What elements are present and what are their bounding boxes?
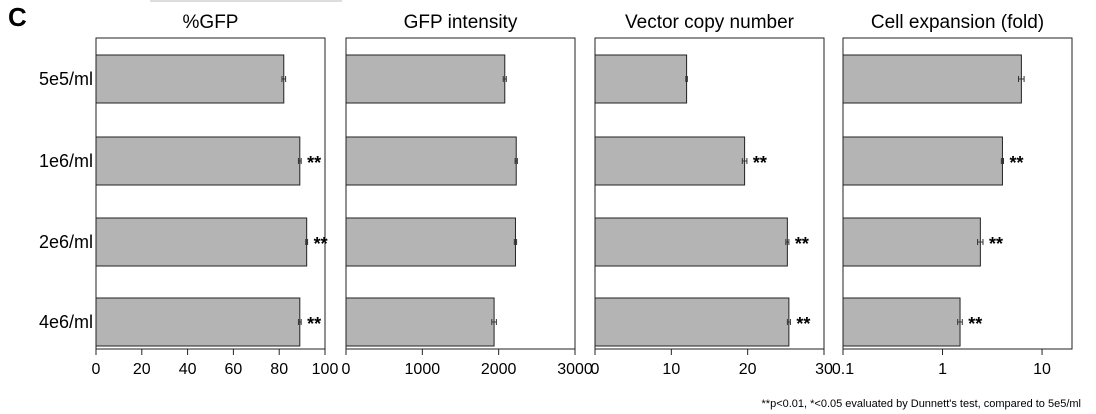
bar: [842, 297, 961, 347]
bar: [345, 297, 495, 347]
panel-label: C: [8, 2, 27, 32]
chart-title: Cell expansion (fold): [871, 12, 1044, 33]
bar: [345, 136, 517, 186]
category-label: 4e6/ml: [39, 312, 93, 332]
x-tick-label: 10: [662, 361, 680, 378]
bar: [95, 217, 308, 267]
chart-panel-3: Vector copy number ** ** ** 0 10 20 30: [591, 12, 833, 378]
x-tick-label: 1000: [405, 361, 441, 378]
x-tick-label: 40: [179, 361, 197, 378]
category-label: 5e5/ml: [39, 69, 93, 89]
significance-marker: **: [1010, 153, 1024, 173]
x-tick-label: 0: [92, 361, 101, 378]
significance-marker: **: [307, 314, 321, 334]
x-tick-label: 2000: [481, 361, 517, 378]
significance-marker: **: [753, 153, 767, 173]
bar: [842, 54, 1022, 104]
chart-panels: %GFP******0 20 40 60 80 1005e5/ml1e6/ml2e6/ml…: [39, 12, 1073, 378]
bar: [594, 217, 788, 267]
bar: [594, 54, 688, 104]
x-tick-label: 3000: [557, 361, 593, 378]
plot-frame: [842, 37, 1073, 350]
bar: [594, 297, 790, 347]
category-label: 2e6/ml: [39, 232, 93, 252]
chart-title: GFP intensity: [404, 12, 518, 33]
plot-frame: [95, 37, 326, 350]
bar: [842, 136, 1003, 186]
x-tick-label: 100: [312, 361, 339, 378]
x-tick-label: 0: [342, 361, 351, 378]
plot-frame: [594, 37, 825, 350]
chart-panel-1: %GFP ** ** ** 0 20 40 60 80 100 5e5/ml 1e6/ml 2e6/ml…: [39, 12, 338, 378]
bar: [95, 136, 301, 186]
x-tick-label: 80: [270, 361, 288, 378]
plot-frame: [345, 37, 576, 350]
significance-marker: **: [314, 234, 328, 254]
significance-marker: **: [796, 314, 810, 334]
bar: [95, 297, 301, 347]
significance-marker: **: [968, 314, 982, 334]
x-tick-label: 0.1: [832, 361, 854, 378]
x-tick-label: 30: [815, 361, 833, 378]
bar: [95, 54, 285, 104]
x-tick-label: 60: [225, 361, 243, 378]
bar: [594, 136, 746, 186]
x-tick-label: 20: [133, 361, 151, 378]
x-tick-label: 20: [739, 361, 757, 378]
significance-marker: **: [307, 153, 321, 173]
x-tick-label: 10: [1033, 361, 1051, 378]
x-tick-label: 0: [591, 361, 600, 378]
footnote: **p<0.01, *<0.05 evaluated by Dunnett's …: [762, 398, 1081, 410]
bar: [345, 54, 506, 104]
bar: [842, 217, 981, 267]
significance-marker: **: [989, 234, 1003, 254]
x-tick-label: 1: [938, 361, 947, 378]
category-label: 1e6/ml: [39, 151, 93, 171]
bar: [345, 217, 516, 267]
chart-title: %GFP: [183, 12, 239, 33]
chart-panel-4: Cell expansion (fold) ** ** ** 0.1 1 10: [832, 12, 1073, 378]
chart-panel-2: GFP intensity 0 1000 2000 3000: [342, 12, 593, 378]
significance-marker: **: [795, 234, 809, 254]
chart-title: Vector copy number: [625, 12, 795, 33]
